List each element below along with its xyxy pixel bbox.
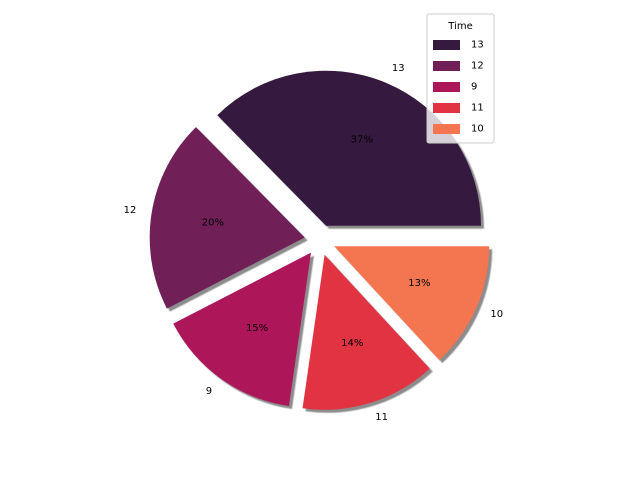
pie-slice-9 (173, 252, 312, 407)
pie-slice-11 (302, 254, 430, 410)
pie-slice-10 (334, 246, 490, 361)
legend-title: Time (447, 21, 472, 32)
legend-swatch (433, 40, 460, 50)
slice-category-label: 9 (206, 386, 212, 397)
pie-slice-13 (217, 70, 481, 226)
legend-label: 11 (471, 103, 484, 114)
legend-label: 12 (471, 61, 484, 72)
legend-label: 10 (471, 124, 484, 135)
legend-swatch (433, 124, 460, 134)
slice-percent-label: 14% (341, 338, 363, 349)
legend-entries: 13 12 9 11 10 (433, 40, 484, 135)
pie-slice-12 (149, 127, 305, 309)
slice-category-label: 12 (124, 205, 137, 216)
legend-frame (426, 13, 495, 144)
slices (149, 70, 490, 410)
slice-category-label: 11 (375, 412, 388, 423)
legend: Time 13 12 9 11 10 (426, 13, 495, 144)
legend-swatch (433, 103, 460, 113)
slice-category-label: 13 (392, 63, 405, 74)
legend-label: 9 (471, 82, 477, 93)
slice-percent-label: 20% (202, 217, 224, 228)
legend-swatch (433, 82, 460, 92)
legend-swatch (433, 61, 460, 71)
legend-label: 13 (471, 40, 484, 51)
slice-category-label: 10 (490, 309, 503, 320)
slice-percent-label: 15% (246, 323, 268, 334)
slice-labels: 37% 13 20% 12 15% 9 14% 11 13% 10 (124, 63, 504, 423)
slice-percent-label: 13% (408, 278, 430, 289)
slice-percent-label: 37% (351, 134, 373, 145)
